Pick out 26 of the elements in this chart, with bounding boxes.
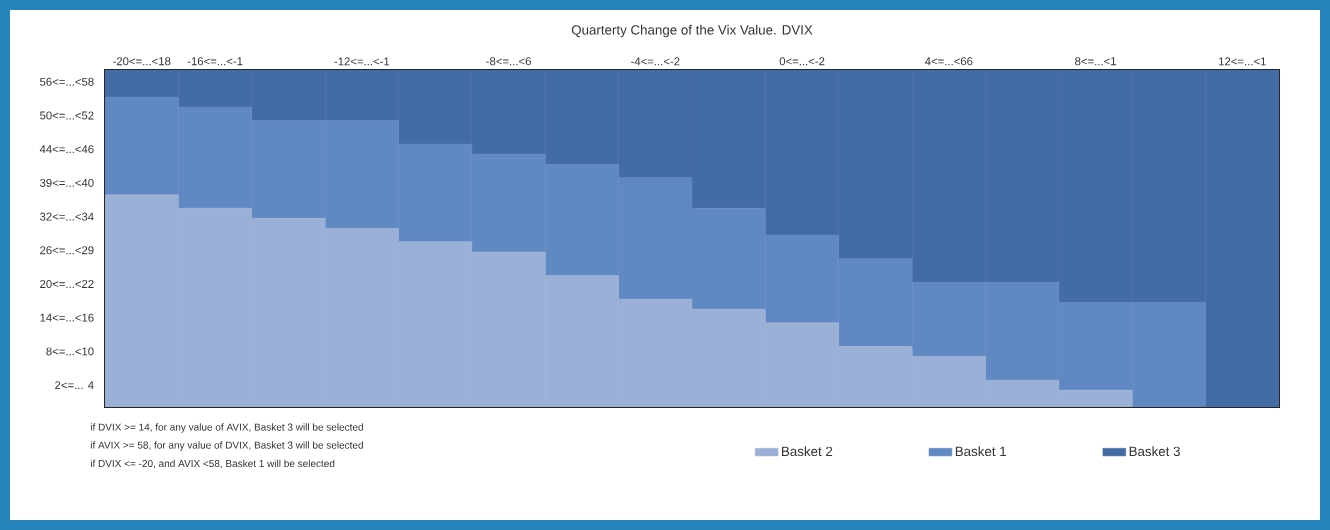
x-tick-label: -12<=...<-1: [334, 57, 390, 66]
text: 20<=...<22: [40, 279, 94, 288]
text: 44<=...<46: [39, 145, 94, 154]
x-tick-label: -20<=...<18: [113, 57, 171, 66]
text: 14<=...<16: [40, 313, 94, 322]
x-tick-label: 4<=...<66: [924, 57, 973, 66]
text: if DVIX >= 14, for any value of AVIX, Basket 3 will be selected: [90, 423, 363, 433]
text: 39<=...<40: [40, 178, 94, 187]
text: if DVIX <= -20, and AVIX <58, Basket 1 will be selected: [90, 459, 335, 469]
x-tick-label: 0<=...<-2: [779, 57, 825, 66]
text: if AVIX >= 58, for any value of DVIX, Basket 3 will be selected: [90, 441, 363, 451]
text: 8<=...<10: [46, 347, 94, 356]
text: 56<=...<58: [40, 77, 94, 86]
text: 26<=...<29: [40, 246, 94, 255]
legend-label: Basket 1: [955, 446, 1007, 457]
text: 32<=...<34: [40, 212, 94, 221]
x-tick-label: 12<=...<1: [1219, 57, 1266, 66]
x-tick-label: -16<=...<-1: [187, 57, 243, 66]
x-tick-label: -4<=...<-2: [631, 57, 680, 66]
text: 2<=... 4: [55, 381, 94, 390]
text: 50<=...<52: [40, 111, 94, 120]
legend-label: Basket 3: [1129, 446, 1180, 457]
x-tick-label: 8<=...<1: [1075, 57, 1116, 66]
x-tick-label: -8<=...<6: [486, 57, 531, 66]
chart-title: Quarterty Change of the Vix Value. DVIX: [571, 24, 813, 38]
legend-label: Basket 2: [782, 446, 833, 457]
